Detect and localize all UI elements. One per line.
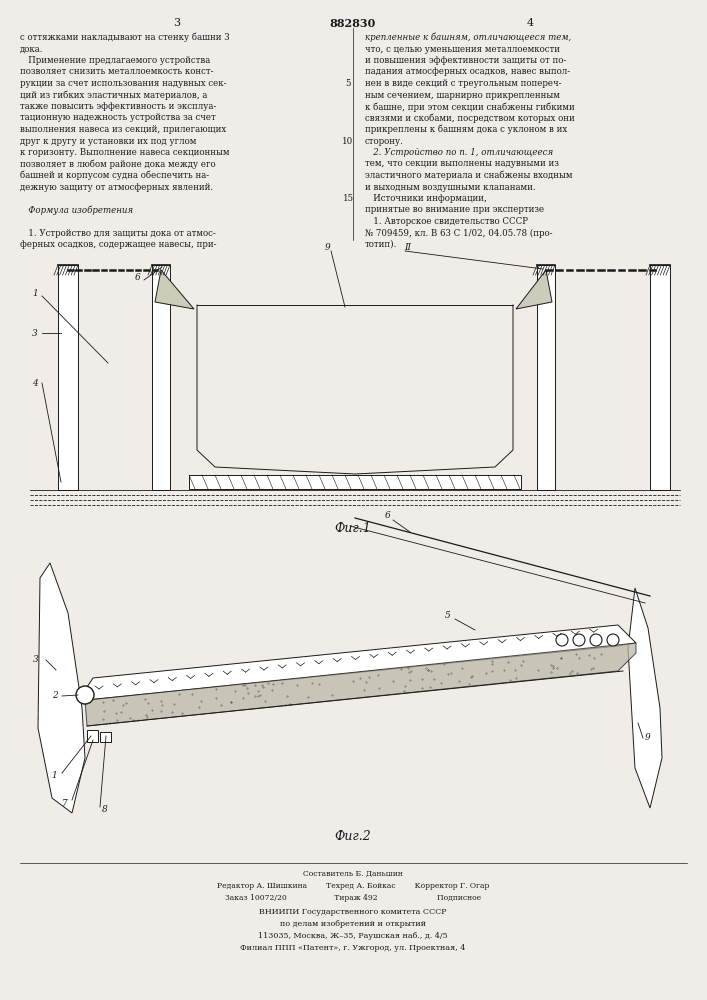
Text: Заказ 10072/20                    Тираж 492                         Подписное: Заказ 10072/20 Тираж 492 Подписное	[225, 894, 481, 902]
Text: 2: 2	[52, 692, 58, 700]
Text: 9: 9	[645, 734, 650, 742]
Text: 6: 6	[135, 272, 141, 282]
Text: дежную защиту от атмосферных явлений.: дежную защиту от атмосферных явлений.	[20, 182, 213, 192]
Text: связями и скобами, посредством которых они: связями и скобами, посредством которых о…	[365, 113, 575, 123]
Text: позволяет в любом районе дока между его: позволяет в любом районе дока между его	[20, 159, 216, 169]
Text: ций из гибких эластичных материалов, а: ций из гибких эластичных материалов, а	[20, 91, 207, 100]
Text: выполнения навеса из секций, прилегающих: выполнения навеса из секций, прилегающих	[20, 125, 226, 134]
Text: Фиг.2: Фиг.2	[334, 830, 371, 843]
Text: 3: 3	[173, 18, 180, 28]
Text: тотип).: тотип).	[365, 240, 397, 249]
Bar	[58, 265, 78, 490]
Circle shape	[76, 686, 94, 704]
Bar	[100, 732, 111, 742]
Text: 1. Устройство для защиты дока от атмос-: 1. Устройство для защиты дока от атмос-	[20, 229, 216, 237]
Text: 7: 7	[62, 798, 68, 808]
Text: позволяет снизить металлоемкость конст-: позволяет снизить металлоемкость конст-	[20, 68, 214, 77]
Text: рукции за счет использования надувных сек-: рукции за счет использования надувных се…	[20, 79, 226, 88]
Text: № 709459, кл. В 63 С 1/02, 04.05.78 (про-: № 709459, кл. В 63 С 1/02, 04.05.78 (про…	[365, 229, 552, 238]
Text: 3: 3	[33, 656, 39, 664]
Text: тем, что секции выполнены надувными из: тем, что секции выполнены надувными из	[365, 159, 559, 168]
Text: 5: 5	[345, 79, 351, 88]
Text: прикреплены к башням дока с уклоном в их: прикреплены к башням дока с уклоном в их	[365, 125, 567, 134]
Text: 5: 5	[445, 611, 451, 620]
Polygon shape	[85, 625, 636, 700]
Bar	[650, 265, 670, 490]
Text: к башне, при этом секции снабжены гибкими: к башне, при этом секции снабжены гибким…	[365, 102, 575, 111]
Bar	[189, 475, 521, 489]
Text: 1: 1	[32, 288, 38, 298]
Polygon shape	[516, 270, 552, 309]
Text: башней и корпусом судна обеспечить на-: башней и корпусом судна обеспечить на-	[20, 171, 209, 180]
Text: 6: 6	[385, 512, 391, 520]
Text: II: II	[404, 242, 411, 251]
Text: Редактор А. Шишкина        Техред А. Бойкас        Корректор Г. Огар: Редактор А. Шишкина Техред А. Бойкас Кор…	[217, 882, 489, 890]
Text: Фиг.1: Фиг.1	[334, 522, 371, 535]
Text: 4: 4	[32, 378, 38, 387]
Text: 113035, Москва, Ж–35, Раушская наб., д. 4/5: 113035, Москва, Ж–35, Раушская наб., д. …	[258, 932, 448, 940]
Text: Филиал ППП «Патент», г. Ужгород, ул. Проектная, 4: Филиал ППП «Патент», г. Ужгород, ул. Про…	[240, 944, 466, 952]
Text: 2. Устройство по п. 1, отличающееся: 2. Устройство по п. 1, отличающееся	[365, 148, 554, 157]
Polygon shape	[155, 270, 194, 309]
Polygon shape	[85, 643, 636, 726]
Text: ным сечением, шарнирно прикрепленным: ным сечением, шарнирно прикрепленным	[365, 91, 560, 100]
Text: 8: 8	[102, 806, 107, 814]
Text: к горизонту. Выполнение навеса секционным: к горизонту. Выполнение навеса секционны…	[20, 148, 230, 157]
Text: эластичного материала и снабжены входным: эластичного материала и снабжены входным	[365, 171, 573, 180]
Text: также повысить эффективность и эксплуа-: также повысить эффективность и эксплуа-	[20, 102, 216, 111]
Bar	[87, 730, 98, 742]
Text: 3: 3	[32, 328, 38, 338]
Circle shape	[573, 634, 585, 646]
Text: ВНИИПИ Государственного комитета СССР: ВНИИПИ Государственного комитета СССР	[259, 908, 447, 916]
Text: тационную надежность устройства за счет: тационную надежность устройства за счет	[20, 113, 216, 122]
Bar	[537, 265, 555, 490]
Text: 15: 15	[342, 194, 354, 203]
Text: 4: 4	[527, 18, 534, 28]
Text: Формула изобретения: Формула изобретения	[20, 206, 133, 215]
Text: ферных осадков, содержащее навесы, при-: ферных осадков, содержащее навесы, при-	[20, 240, 216, 249]
Text: 1. Авторское свидетельство СССР: 1. Авторское свидетельство СССР	[365, 217, 528, 226]
Circle shape	[556, 634, 568, 646]
Polygon shape	[38, 563, 85, 813]
Text: и выходным воздушными клапанами.: и выходным воздушными клапанами.	[365, 182, 536, 192]
Text: 10: 10	[342, 136, 354, 145]
Text: Применение предлагаемого устройства: Применение предлагаемого устройства	[20, 56, 210, 65]
Text: сторону.: сторону.	[365, 136, 404, 145]
Text: крепленные к башням, отличающееся тем,: крепленные к башням, отличающееся тем,	[365, 33, 571, 42]
Text: Источники информации,: Источники информации,	[365, 194, 487, 203]
Text: что, с целью уменьшения металлоемкости: что, с целью уменьшения металлоемкости	[365, 44, 560, 53]
Bar	[152, 265, 170, 490]
Text: друг к другу и установки их под углом: друг к другу и установки их под углом	[20, 136, 197, 145]
Text: 882830: 882830	[330, 18, 376, 29]
Text: 1: 1	[51, 772, 57, 780]
Text: 9: 9	[325, 242, 331, 251]
Text: принятые во внимание при экспертизе: принятые во внимание при экспертизе	[365, 206, 544, 215]
Text: по делам изобретений и открытий: по делам изобретений и открытий	[280, 920, 426, 928]
Text: дока.: дока.	[20, 44, 44, 53]
Circle shape	[590, 634, 602, 646]
Text: с оттяжками накладывают на стенку башни 3: с оттяжками накладывают на стенку башни …	[20, 33, 230, 42]
Text: Составитель Б. Даньшин: Составитель Б. Даньшин	[303, 870, 403, 878]
Text: и повышения эффективности защиты от по-: и повышения эффективности защиты от по-	[365, 56, 566, 65]
Text: падания атмосферных осадков, навес выпол-: падания атмосферных осадков, навес выпол…	[365, 68, 570, 77]
Circle shape	[607, 634, 619, 646]
Polygon shape	[628, 588, 662, 808]
Text: нен в виде секций с треугольным попереч-: нен в виде секций с треугольным попереч-	[365, 79, 561, 88]
